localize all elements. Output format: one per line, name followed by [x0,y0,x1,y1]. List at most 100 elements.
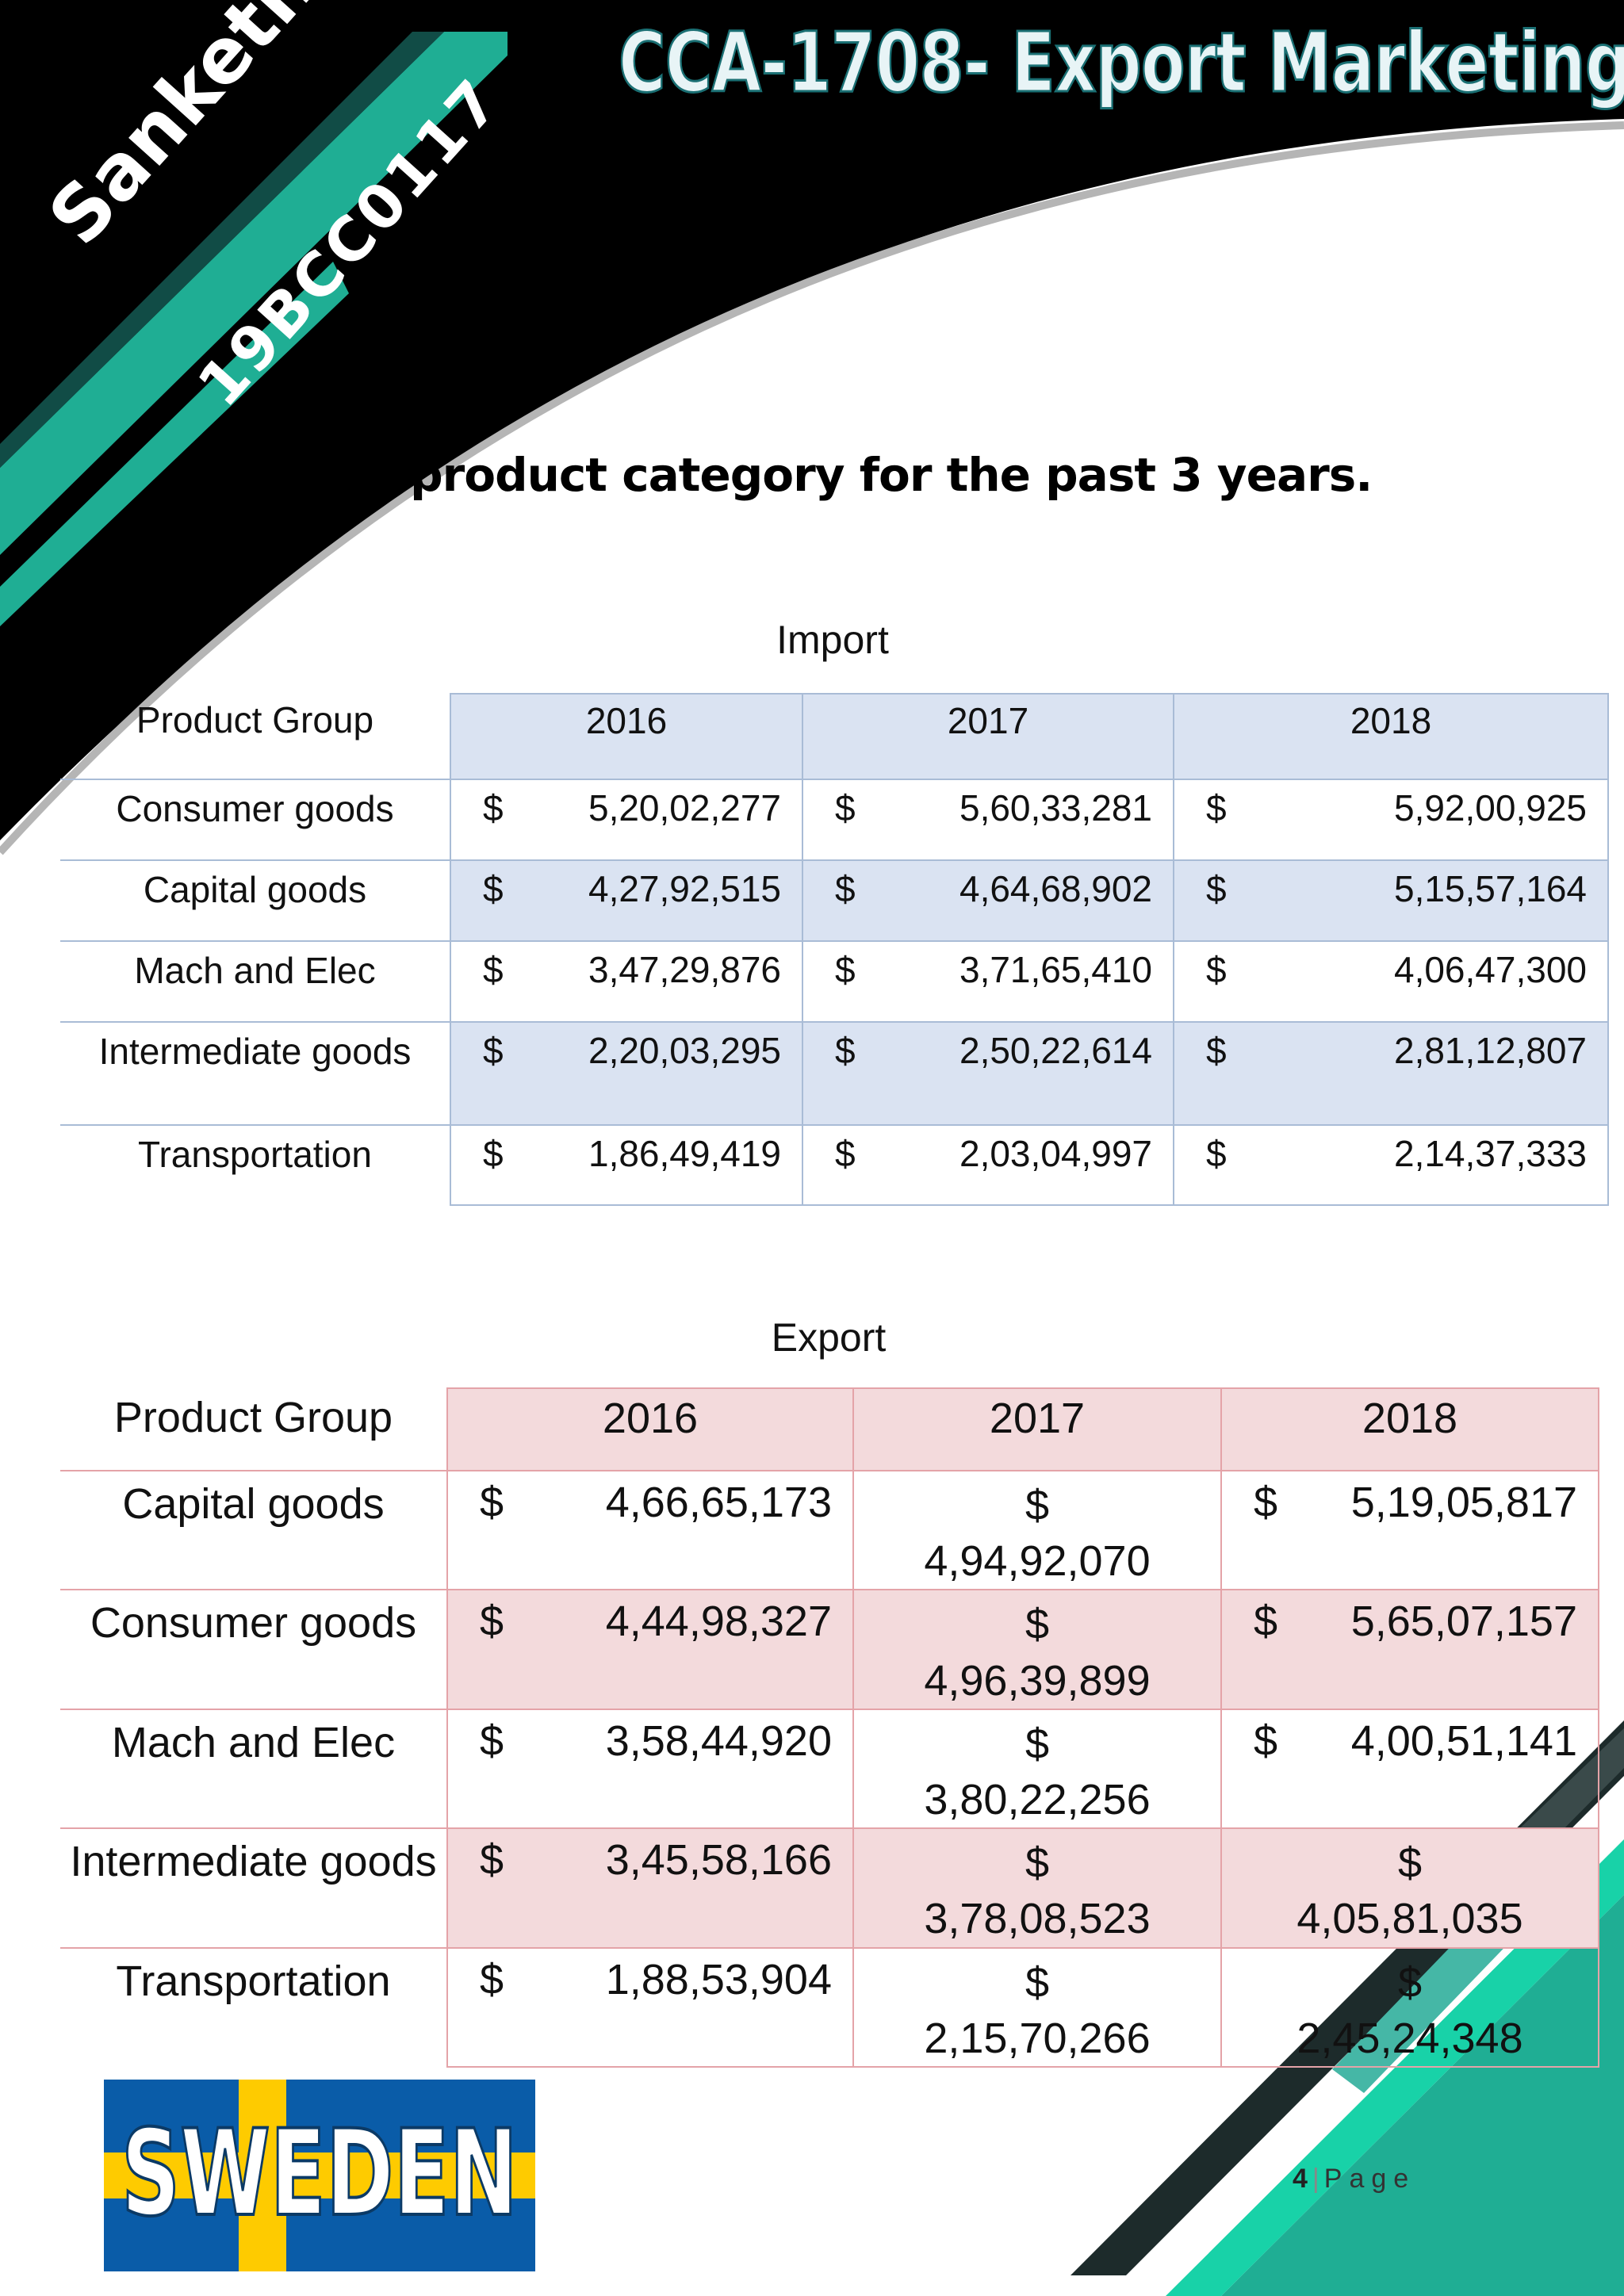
import-amount: 5,92,00,925 [1393,787,1587,828]
export-amount: 4,94,92,070 [924,1537,1151,1586]
import-row: Consumer goods $5,20,02,277 $5,60,33,281 $5… [60,779,1609,860]
export-table: Product Group 2016 2017 2018 Capital goo… [60,1387,1599,2068]
import-header-2017: 2017 [802,693,1174,780]
export-value-cell: $4,05,81,035 [1220,1827,1599,1948]
export-amount: 3,78,08,523 [924,1895,1151,1943]
export-value-cell: $5,65,07,157 [1220,1589,1599,1709]
export-value-wrap: $4,05,81,035 [1222,1829,1598,1946]
import-header-2018: 2018 [1173,693,1609,780]
import-value-wrap: $2,20,03,295 [451,1023,802,1072]
export-value-wrap: $4,00,51,141 [1222,1710,1598,1766]
import-value-cell: $5,20,02,277 [450,779,803,860]
currency-symbol: $ [483,868,504,909]
currency-symbol: $ [1025,1720,1050,1768]
export-product-group-cell: Intermediate goods [60,1827,447,1948]
export-caption: Export [771,1315,887,1360]
export-amount: 4,66,65,173 [605,1479,832,1526]
import-amount: 2,03,04,997 [959,1133,1152,1174]
import-amount: 1,86,49,419 [588,1133,781,1174]
currency-symbol: $ [1206,949,1227,990]
export-amount: 3,45,58,166 [605,1836,832,1885]
currency-symbol: $ [1025,1958,1050,2007]
import-amount: 4,06,47,300 [1393,949,1587,990]
import-value-cell: $3,71,65,410 [802,940,1174,1022]
export-row: Consumer goods $4,44,98,327 $4,96,39,899 $5… [60,1589,1599,1709]
currency-symbol: $ [1397,1958,1423,2007]
currency-symbol: $ [480,1598,504,1646]
import-value-wrap: $3,47,29,876 [451,942,802,991]
export-row: Capital goods $4,66,65,173 $4,94,92,070 $5,… [60,1469,1599,1590]
export-value-wrap: $4,94,92,070 [854,1471,1220,1589]
import-amount: 3,47,29,876 [588,949,781,990]
import-value-cell: $4,06,47,300 [1173,940,1609,1022]
export-value-cell: $4,44,98,327 [446,1589,854,1709]
import-amount: 2,81,12,807 [1393,1030,1587,1071]
export-value-cell: $4,94,92,070 [852,1469,1222,1590]
currency-symbol: $ [1206,1133,1227,1174]
currency-symbol: $ [1254,1716,1278,1765]
export-header-2016: 2016 [446,1387,854,1471]
export-value-wrap: $2,45,24,348 [1222,1949,1598,2066]
currency-symbol: $ [483,787,504,828]
import-header-2016: 2016 [450,693,803,780]
import-product-group-cell: Transportation [60,1124,450,1205]
currency-symbol: $ [480,1836,504,1885]
currency-symbol: $ [483,949,504,990]
export-row: Mach and Elec $3,58,44,920 $3,80,22,256 $4,… [60,1708,1599,1829]
export-value-cell: $4,96,39,899 [852,1589,1222,1709]
export-row: Transportation $1,88,53,904 $2,15,70,266 $2… [60,1946,1599,2068]
import-value-wrap: $2,14,37,333 [1174,1126,1607,1175]
currency-symbol: $ [1397,1839,1423,1888]
export-product-group-cell: Consumer goods [60,1589,447,1709]
currency-symbol: $ [1206,1030,1227,1071]
currency-symbol: $ [1025,1482,1050,1529]
import-row: Intermediate goods $2,20,03,295 $2,50,22,6… [60,1021,1609,1125]
import-value-wrap: $4,64,68,902 [803,861,1173,910]
export-amount: 5,65,07,157 [1350,1598,1577,1646]
export-row: Intermediate goods $3,45,58,166 $3,78,08,5… [60,1827,1599,1948]
import-row: Capital goods $4,27,92,515 $4,64,68,902 $5,… [60,859,1609,941]
import-value-cell: $4,64,68,902 [802,859,1174,941]
export-value-cell: $5,19,05,817 [1220,1469,1599,1590]
export-value-cell: $1,88,53,904 [446,1946,854,2068]
import-value-cell: $2,20,03,295 [450,1021,803,1125]
import-value-wrap: $2,50,22,614 [803,1023,1173,1072]
logo-text: SWEDEN [121,2105,518,2243]
export-amount: 2,15,70,266 [924,2014,1151,2062]
currency-symbol: $ [835,787,856,828]
page-number-value: 4 [1293,2164,1308,2194]
export-value-wrap: $1,88,53,904 [448,1949,852,2004]
import-value-wrap: $5,92,00,925 [1174,780,1607,829]
import-amount: 3,71,65,410 [959,949,1152,990]
currency-symbol: $ [1254,1598,1278,1646]
export-header-2017: 2017 [852,1387,1222,1471]
import-product-group-cell: Intermediate goods [60,1021,450,1125]
import-amount: 4,64,68,902 [959,868,1152,909]
currency-symbol: $ [480,1479,504,1526]
export-amount: 3,58,44,920 [605,1716,832,1765]
import-amount: 5,20,02,277 [588,787,781,828]
page-number: 4 | Page [1293,2164,1415,2195]
export-value-cell: $2,15,70,266 [852,1946,1222,2068]
export-amount: 2,45,24,348 [1297,2014,1523,2062]
export-amount: 3,80,22,256 [924,1775,1151,1823]
export-value-cell: $4,66,65,173 [446,1469,854,1590]
export-amount: 5,19,05,817 [1350,1479,1577,1526]
export-value-wrap: $4,66,65,173 [448,1471,852,1527]
import-table: Product Group 2016 2017 2018 Consumer go… [60,693,1609,1206]
export-amount: 4,96,39,899 [924,1656,1151,1705]
export-amount: 4,44,98,327 [605,1598,832,1646]
export-header-product-group: Product Group [60,1388,447,1471]
import-caption: Import [776,618,889,662]
sweden-flag-logo: SWEDEN [104,2080,535,2271]
import-value-cell: $3,47,29,876 [450,940,803,1022]
export-value-wrap: $3,58,44,920 [448,1710,852,1766]
currency-symbol: $ [835,868,856,909]
export-value-cell: $3,78,08,523 [852,1827,1222,1948]
import-value-cell: $2,81,12,807 [1173,1021,1609,1125]
page-label: Page [1323,2164,1416,2194]
import-header-product-group: Product Group [60,694,450,780]
document-title: CCA-1708- Export Marketing [618,13,1624,113]
import-value-cell: $1,86,49,419 [450,1124,803,1206]
export-value-wrap: $3,78,08,523 [854,1829,1220,1946]
